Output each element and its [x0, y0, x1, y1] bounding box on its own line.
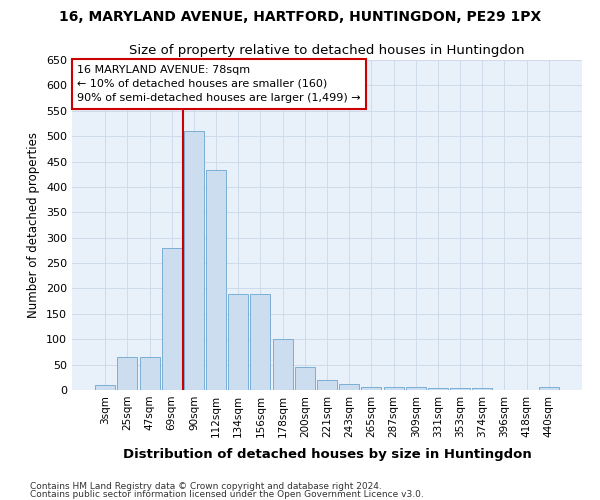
- Bar: [428, 388, 448, 390]
- Bar: [250, 294, 271, 390]
- Bar: [450, 388, 470, 390]
- Bar: [184, 131, 204, 390]
- Bar: [383, 388, 404, 390]
- Bar: [339, 384, 359, 390]
- Text: 16, MARYLAND AVENUE, HARTFORD, HUNTINGDON, PE29 1PX: 16, MARYLAND AVENUE, HARTFORD, HUNTINGDO…: [59, 10, 541, 24]
- Bar: [272, 338, 293, 390]
- Text: Contains public sector information licensed under the Open Government Licence v3: Contains public sector information licen…: [30, 490, 424, 499]
- Bar: [206, 170, 226, 390]
- Bar: [140, 357, 160, 390]
- X-axis label: Distribution of detached houses by size in Huntingdon: Distribution of detached houses by size …: [122, 448, 532, 461]
- Bar: [162, 248, 182, 390]
- Bar: [361, 388, 382, 390]
- Bar: [228, 294, 248, 390]
- Bar: [95, 385, 115, 390]
- Bar: [406, 388, 426, 390]
- Text: Contains HM Land Registry data © Crown copyright and database right 2024.: Contains HM Land Registry data © Crown c…: [30, 482, 382, 491]
- Bar: [118, 357, 137, 390]
- Bar: [317, 380, 337, 390]
- Y-axis label: Number of detached properties: Number of detached properties: [28, 132, 40, 318]
- Title: Size of property relative to detached houses in Huntingdon: Size of property relative to detached ho…: [129, 44, 525, 58]
- Bar: [539, 388, 559, 390]
- Bar: [295, 366, 315, 390]
- Bar: [472, 388, 492, 390]
- Text: 16 MARYLAND AVENUE: 78sqm
← 10% of detached houses are smaller (160)
90% of semi: 16 MARYLAND AVENUE: 78sqm ← 10% of detac…: [77, 65, 361, 103]
